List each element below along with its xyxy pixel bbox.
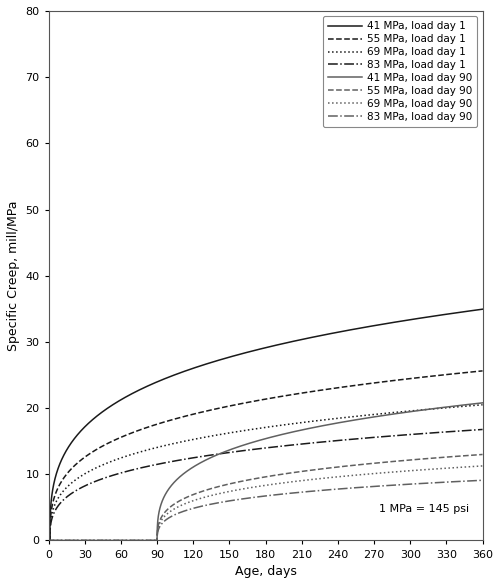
55 MPa, load day 90 xyxy=(46,537,52,544)
69 MPa, load day 1 xyxy=(471,402,477,409)
Line: 83 MPa, load day 1: 83 MPa, load day 1 xyxy=(48,429,482,541)
83 MPa, load day 1 xyxy=(121,469,127,476)
55 MPa, load day 1 xyxy=(121,432,127,439)
83 MPa, load day 1 xyxy=(212,451,218,458)
55 MPa, load day 1 xyxy=(46,537,52,544)
Line: 69 MPa, load day 90: 69 MPa, load day 90 xyxy=(48,466,482,541)
41 MPa, load day 1 xyxy=(231,352,237,359)
83 MPa, load day 90 xyxy=(231,497,237,504)
41 MPa, load day 1 xyxy=(95,412,101,419)
55 MPa, load day 90 xyxy=(231,479,237,486)
69 MPa, load day 90 xyxy=(231,487,237,494)
83 MPa, load day 1 xyxy=(480,426,486,433)
55 MPa, load day 1 xyxy=(471,368,477,375)
55 MPa, load day 1 xyxy=(480,367,486,374)
83 MPa, load day 1 xyxy=(95,477,101,484)
55 MPa, load day 90 xyxy=(212,484,218,491)
83 MPa, load day 90 xyxy=(480,477,486,484)
69 MPa, load day 1 xyxy=(231,429,237,436)
55 MPa, load day 90 xyxy=(121,537,127,544)
Legend: 41 MPa, load day 1, 55 MPa, load day 1, 69 MPa, load day 1, 83 MPa, load day 1, : 41 MPa, load day 1, 55 MPa, load day 1, … xyxy=(323,16,478,127)
83 MPa, load day 1 xyxy=(231,448,237,455)
41 MPa, load day 1 xyxy=(480,306,486,313)
69 MPa, load day 90 xyxy=(424,466,430,473)
69 MPa, load day 1 xyxy=(212,432,218,439)
55 MPa, load day 1 xyxy=(95,445,101,452)
41 MPa, load day 90 xyxy=(424,406,430,413)
83 MPa, load day 90 xyxy=(471,477,477,484)
83 MPa, load day 1 xyxy=(424,430,430,437)
55 MPa, load day 1 xyxy=(212,405,218,412)
Line: 55 MPa, load day 90: 55 MPa, load day 90 xyxy=(48,455,482,541)
69 MPa, load day 90 xyxy=(212,491,218,498)
55 MPa, load day 90 xyxy=(424,455,430,462)
41 MPa, load day 90 xyxy=(231,445,237,452)
Line: 41 MPa, load day 90: 41 MPa, load day 90 xyxy=(48,403,482,541)
69 MPa, load day 90 xyxy=(480,462,486,469)
69 MPa, load day 90 xyxy=(121,537,127,544)
Line: 55 MPa, load day 1: 55 MPa, load day 1 xyxy=(48,371,482,541)
Text: 1 MPa = 145 psi: 1 MPa = 145 psi xyxy=(380,504,470,514)
69 MPa, load day 1 xyxy=(46,537,52,544)
83 MPa, load day 90 xyxy=(121,537,127,544)
41 MPa, load day 90 xyxy=(471,400,477,407)
41 MPa, load day 90 xyxy=(121,537,127,544)
69 MPa, load day 1 xyxy=(95,463,101,470)
55 MPa, load day 1 xyxy=(231,401,237,408)
41 MPa, load day 1 xyxy=(212,358,218,365)
69 MPa, load day 90 xyxy=(471,463,477,470)
55 MPa, load day 90 xyxy=(480,451,486,458)
41 MPa, load day 1 xyxy=(121,394,127,401)
83 MPa, load day 90 xyxy=(95,537,101,544)
41 MPa, load day 1 xyxy=(46,537,52,544)
55 MPa, load day 90 xyxy=(471,452,477,459)
69 MPa, load day 1 xyxy=(480,401,486,408)
Line: 83 MPa, load day 90: 83 MPa, load day 90 xyxy=(48,480,482,541)
41 MPa, load day 90 xyxy=(46,537,52,544)
41 MPa, load day 90 xyxy=(95,537,101,544)
69 MPa, load day 1 xyxy=(424,406,430,413)
41 MPa, load day 1 xyxy=(471,307,477,314)
83 MPa, load day 90 xyxy=(46,537,52,544)
83 MPa, load day 90 xyxy=(212,500,218,507)
83 MPa, load day 1 xyxy=(46,537,52,544)
41 MPa, load day 90 xyxy=(480,400,486,407)
55 MPa, load day 1 xyxy=(424,373,430,380)
69 MPa, load day 90 xyxy=(95,537,101,544)
Y-axis label: Specific Creep, mill/MPa: Specific Creep, mill/MPa xyxy=(7,201,20,351)
41 MPa, load day 1 xyxy=(424,314,430,321)
83 MPa, load day 1 xyxy=(471,426,477,433)
83 MPa, load day 90 xyxy=(424,480,430,487)
Line: 41 MPa, load day 1: 41 MPa, load day 1 xyxy=(48,309,482,541)
X-axis label: Age, days: Age, days xyxy=(234,565,296,578)
55 MPa, load day 90 xyxy=(95,537,101,544)
41 MPa, load day 90 xyxy=(212,452,218,459)
69 MPa, load day 1 xyxy=(121,453,127,460)
69 MPa, load day 90 xyxy=(46,537,52,544)
Line: 69 MPa, load day 1: 69 MPa, load day 1 xyxy=(48,405,482,541)
